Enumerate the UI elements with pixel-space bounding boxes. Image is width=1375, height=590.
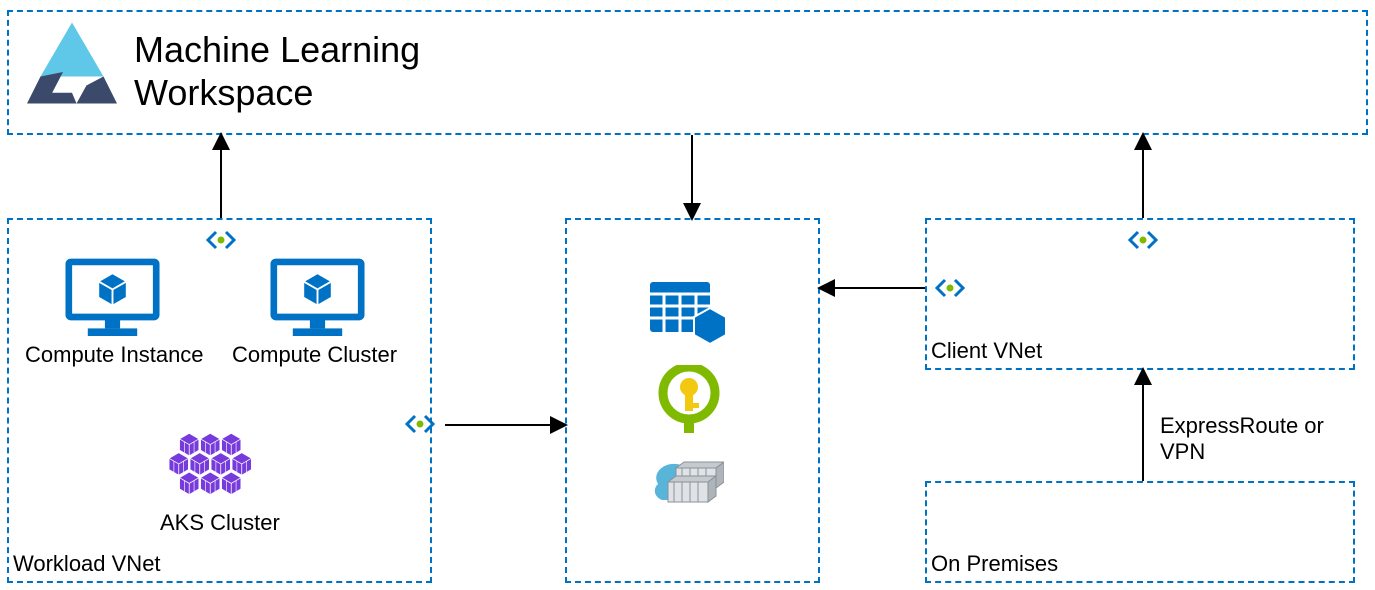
container-registry-icon <box>646 450 724 510</box>
on-premises-box: On Premises <box>925 481 1355 583</box>
keyvault-icon <box>658 365 720 433</box>
workspace-title-line1: Machine Learning <box>134 29 420 70</box>
compute-instance-icon <box>65 258 160 338</box>
workspace-title: Machine Learning Workspace <box>134 28 420 114</box>
private-link-icon <box>405 412 435 436</box>
aks-cluster-label: AKS Cluster <box>160 510 280 536</box>
on-premises-label: On Premises <box>931 551 1058 577</box>
workspace-box: Machine Learning Workspace <box>7 10 1368 135</box>
storage-icon <box>650 282 728 346</box>
private-link-icon <box>1128 228 1158 252</box>
workload-vnet-label: Workload VNet <box>13 551 161 577</box>
compute-instance-label: Compute Instance <box>25 342 204 368</box>
compute-cluster-label: Compute Cluster <box>232 342 397 368</box>
compute-cluster-icon <box>270 258 365 338</box>
azure-ml-icon <box>27 22 117 122</box>
client-vnet-label: Client VNet <box>931 338 1042 364</box>
workspace-title-line2: Workspace <box>134 72 313 113</box>
expressroute-label: ExpressRoute or VPN <box>1160 413 1375 465</box>
private-link-icon <box>206 228 236 252</box>
private-link-icon <box>935 276 965 300</box>
aks-cluster-icon <box>165 430 270 506</box>
